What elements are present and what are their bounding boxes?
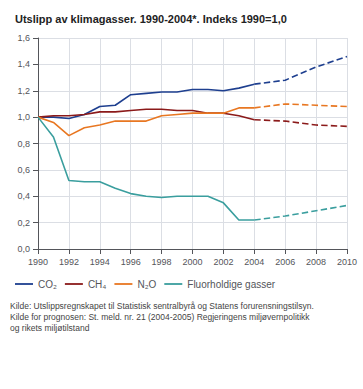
svg-text:1998: 1998 (152, 257, 172, 267)
svg-text:1990: 1990 (28, 257, 48, 267)
svg-text:0,2: 0,2 (17, 218, 30, 228)
svg-text:N₂O: N₂O (137, 279, 156, 290)
svg-text:1,0: 1,0 (17, 112, 30, 122)
svg-text:2006: 2006 (275, 257, 295, 267)
svg-text:0,8: 0,8 (17, 139, 30, 149)
svg-text:2008: 2008 (306, 257, 326, 267)
svg-text:1994: 1994 (90, 257, 110, 267)
svg-text:og rikets miljøtilstand: og rikets miljøtilstand (10, 323, 90, 333)
svg-text:2002: 2002 (213, 257, 233, 267)
svg-text:1,4: 1,4 (17, 59, 30, 69)
svg-text:CO₂: CO₂ (38, 279, 57, 290)
svg-text:2000: 2000 (182, 257, 202, 267)
svg-text:2004: 2004 (244, 257, 264, 267)
svg-text:0,6: 0,6 (17, 165, 30, 175)
svg-text:Kilde for prognosen: St. meld.: Kilde for prognosen: St. meld. nr. 21 (2… (10, 312, 310, 322)
svg-text:1992: 1992 (59, 257, 79, 267)
svg-text:Kilde: Utslippsregnskapet til: Kilde: Utslippsregnskapet til Statistisk… (10, 301, 314, 311)
svg-text:1996: 1996 (121, 257, 141, 267)
svg-text:1,6: 1,6 (17, 33, 30, 43)
svg-text:Utslipp av klimagasser. 1990-2: Utslipp av klimagasser. 1990-2004*. Inde… (15, 13, 287, 25)
svg-text:1,2: 1,2 (17, 86, 30, 96)
svg-text:0,4: 0,4 (17, 191, 30, 201)
svg-text:CH₄: CH₄ (88, 279, 107, 290)
svg-text:0,0: 0,0 (17, 244, 30, 254)
svg-text:Fluorholdige gasser: Fluorholdige gasser (187, 279, 275, 290)
svg-text:2010: 2010 (337, 257, 357, 267)
